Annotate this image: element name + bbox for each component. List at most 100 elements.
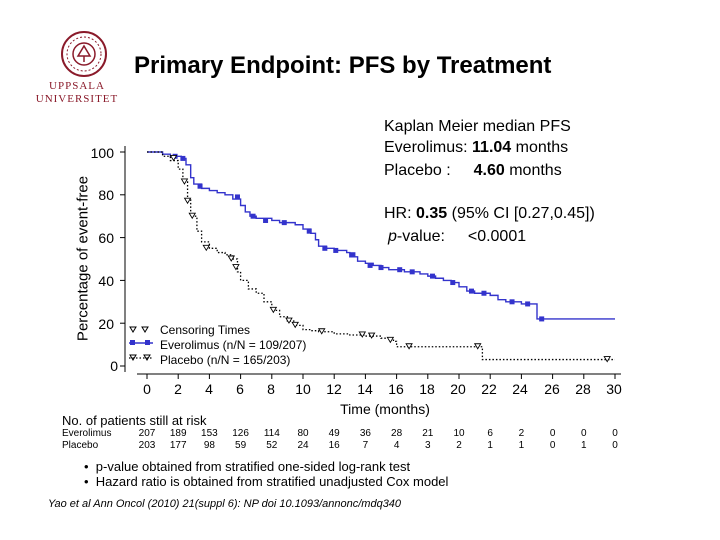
hr-label: HR: (384, 205, 412, 222)
risk-value-everolimus: 0 (612, 428, 618, 439)
everolimus-censor-mark (322, 245, 328, 251)
everolimus-censor-mark (234, 194, 240, 200)
legend-everolimus-marker (129, 340, 153, 345)
hr-value: 0.35 (416, 205, 448, 222)
risk-value-everolimus: 80 (297, 428, 309, 439)
risk-value-placebo: 1 (487, 440, 493, 451)
everolimus-censor-mark (509, 299, 515, 305)
university-logo-text: UPPSALA UNIVERSITET (32, 80, 122, 106)
stats-hr-line: HR: 0.35 (95% CI [0.27,0.45]) (384, 205, 595, 223)
university-seal-icon (61, 31, 107, 77)
x-tick-label: 0 (143, 381, 151, 397)
risk-value-everolimus: 0 (581, 428, 587, 439)
placebo-median-value: 4.60 (473, 162, 505, 179)
slide-title: Primary Endpoint: PFS by Treatment (134, 52, 552, 79)
everolimus-censor-mark (468, 288, 474, 294)
stats-heading: Kaplan Meier median PFS (384, 118, 571, 135)
everolimus-censor-mark (409, 269, 415, 275)
x-tick-label: 18 (419, 381, 435, 397)
risk-value-placebo: 3 (425, 440, 431, 451)
placebo-censor-mark (386, 336, 395, 344)
logo-line-2: UNIVERSITET (35, 93, 119, 105)
hr-ci: (95% CI [0.27,0.45]) (451, 205, 595, 222)
everolimus-censor-mark (378, 265, 384, 271)
risk-value-placebo: 203 (138, 440, 156, 451)
everolimus-median-label: Everolimus: (384, 139, 468, 156)
logo-line-1: UPPSALA (49, 80, 105, 92)
everolimus-censor-mark (525, 301, 531, 307)
everolimus-censor-mark (350, 252, 356, 258)
everolimus-censor-mark (250, 213, 256, 219)
stats-placebo-line: Placebo : 4.60 months (384, 162, 562, 180)
placebo-censor-mark (367, 332, 376, 339)
y-tick-label: 60 (98, 230, 114, 246)
everolimus-censor-mark (281, 220, 287, 226)
y-tick-label: 80 (98, 187, 114, 203)
risk-value-placebo: 4 (393, 440, 400, 451)
everolimus-censor-mark (197, 183, 203, 189)
x-tick-label: 22 (481, 381, 497, 397)
x-tick-label: 8 (267, 381, 275, 397)
x-tick-label: 12 (326, 381, 342, 397)
legend-everolimus-label: Everolimus (n/N = 109/207) (160, 338, 307, 352)
risk-value-everolimus: 6 (487, 428, 493, 439)
everolimus-censor-mark (481, 290, 487, 296)
risk-row-label-placebo: Placebo (62, 440, 99, 451)
everolimus-curve (147, 151, 615, 320)
risk-value-placebo: 16 (328, 440, 340, 451)
risk-value-placebo: 59 (235, 440, 247, 451)
legend-markers (129, 326, 153, 361)
everolimus-censor-mark (539, 316, 545, 322)
placebo-censor-mark (317, 328, 326, 335)
y-tick-label: 40 (98, 273, 114, 289)
x-tick-label: 28 (575, 381, 591, 397)
risk-value-placebo: 52 (266, 440, 278, 451)
everolimus-median-value: 11.04 (472, 139, 512, 156)
kaplan-meier-chart (120, 146, 621, 379)
legend-placebo-label: Placebo (n/N = 165/203) (160, 353, 291, 367)
y-tick-label: 100 (90, 145, 114, 161)
risk-value-placebo: 7 (362, 440, 369, 451)
risk-table-title: No. of patients still at risk (62, 413, 207, 428)
risk-row-label-everolimus: Everolimus (62, 428, 112, 439)
everolimus-censor-mark (397, 267, 403, 273)
placebo-censor-mark (183, 197, 192, 205)
risk-value-everolimus: 2 (518, 428, 525, 439)
footnote-text: p-value obtained from stratified one-sid… (95, 459, 411, 474)
placebo-censor-mark (202, 244, 211, 252)
footnote-text: Hazard ratio is obtained from stratified… (95, 474, 449, 489)
placebo-censor-mark (285, 317, 293, 324)
x-tick-label: 6 (236, 381, 244, 397)
footnote-bullet: • Hazard ratio is obtained from stratifi… (84, 474, 448, 489)
bullet-dot-icon: • (84, 474, 89, 489)
p-label: -value: (396, 228, 445, 245)
everolimus-median-unit: months (515, 139, 569, 156)
p-value: <0.0001 (467, 228, 527, 245)
placebo-censor-mark (473, 343, 482, 350)
everolimus-censor-mark (180, 155, 186, 161)
x-tick-label: 2 (174, 381, 182, 397)
x-tick-label: 10 (295, 381, 311, 397)
risk-value-everolimus: 10 (453, 428, 465, 439)
risk-value-everolimus: 36 (359, 428, 371, 439)
risk-value-placebo: 24 (297, 440, 309, 451)
risk-value-placebo: 0 (549, 440, 556, 451)
risk-value-everolimus: 126 (232, 428, 249, 439)
placebo-censor-mark (232, 264, 240, 271)
y-tick-label: 20 (98, 316, 114, 332)
x-tick-label: 20 (450, 381, 466, 397)
everolimus-censor-mark (367, 262, 373, 268)
p-label-italic: p (388, 228, 397, 245)
stats-everolimus-line: Everolimus: 11.04 months (384, 139, 568, 157)
x-tick-label: 4 (205, 381, 213, 397)
risk-value-everolimus: 207 (138, 428, 156, 439)
risk-value-placebo: 1 (518, 440, 525, 451)
risk-value-everolimus: 49 (328, 428, 340, 439)
x-tick-label: 16 (388, 381, 404, 397)
risk-value-placebo: 0 (612, 440, 618, 451)
y-tick-label: 0 (110, 358, 118, 374)
placebo-censor-mark (180, 178, 189, 185)
everolimus-censor-mark (263, 217, 269, 223)
risk-value-everolimus: 21 (422, 428, 434, 439)
risk-value-placebo: 98 (203, 440, 215, 451)
